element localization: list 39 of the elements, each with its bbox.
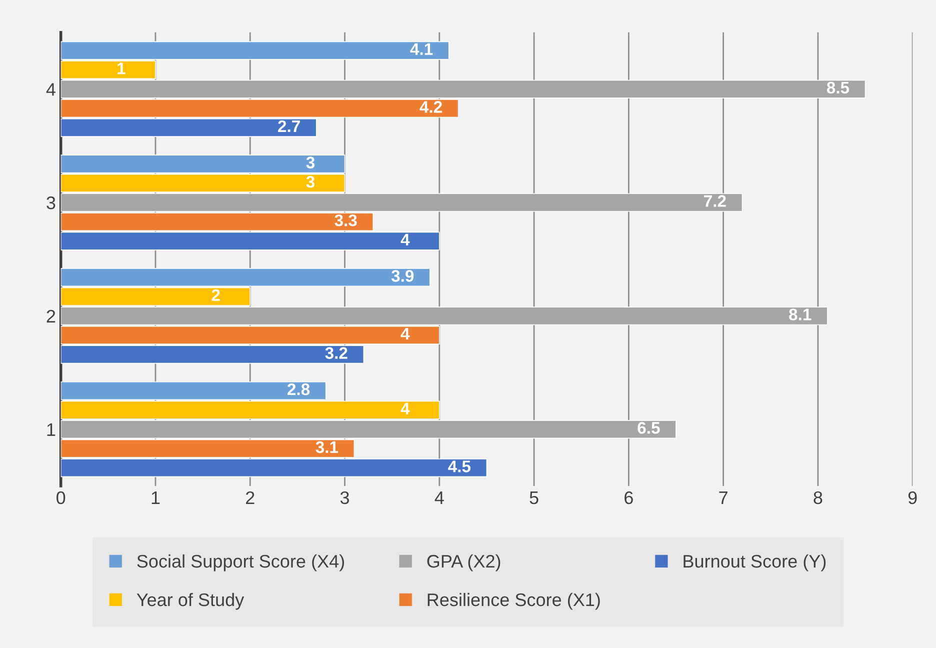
data-label: 4: [400, 234, 410, 246]
legend-label: GPA (X2): [427, 554, 500, 572]
data-label: 6.5: [638, 422, 660, 434]
legend-label: Resilience Score (X1): [428, 592, 600, 610]
data-label: 4: [400, 328, 410, 340]
x-tick-label: 3: [340, 491, 349, 504]
legend-label: Burnout Score (Y): [684, 554, 826, 572]
legend-label: Year of Study: [136, 592, 244, 610]
x-tick-label: 4: [434, 492, 444, 504]
x-tick-label: 1: [152, 492, 160, 504]
data-label: 4.2: [420, 101, 442, 113]
data-label: 3: [306, 156, 315, 168]
x-tick-label: 6: [624, 491, 633, 504]
data-label: 3.2: [325, 347, 348, 359]
data-label: 7.2: [704, 195, 726, 207]
y-tick-label: 1: [47, 423, 56, 436]
y-tick-label: 3: [46, 196, 56, 210]
data-label: 2.8: [288, 383, 310, 396]
x-tick-label: 9: [908, 491, 917, 504]
data-label: 4.1: [410, 43, 433, 55]
data-label: 3.1: [316, 441, 338, 454]
y-tick-label: 4: [46, 83, 56, 96]
x-tick-label: 2: [246, 491, 254, 504]
data-label: 3: [306, 176, 315, 188]
legend-label: Social Support Score (X4): [137, 554, 344, 572]
data-label: 2.7: [278, 120, 300, 132]
x-tick-label: 0: [56, 491, 66, 504]
y-tick-label: 2: [46, 310, 56, 322]
data-label: 3.9: [391, 270, 414, 282]
data-label: 4.5: [448, 460, 471, 472]
data-label: 3.3: [334, 214, 357, 226]
x-tick-label: 8: [814, 491, 822, 504]
data-label: 8.1: [789, 308, 812, 320]
data-label: 1: [118, 62, 126, 74]
x-tick-label: 5: [530, 492, 538, 504]
data-label: 2: [212, 289, 220, 301]
x-tick-label: 7: [719, 492, 728, 504]
data-label: 8.5: [826, 82, 850, 94]
data-label: 4: [400, 402, 410, 414]
